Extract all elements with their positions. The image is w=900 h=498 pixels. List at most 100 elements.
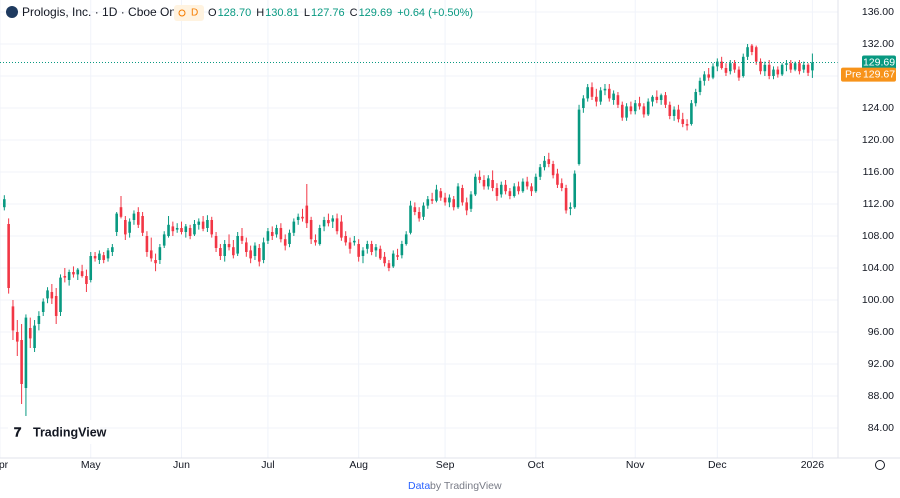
candle-body xyxy=(305,205,309,224)
candle-body xyxy=(413,207,417,212)
candle-body xyxy=(85,276,88,284)
candle-body xyxy=(275,228,278,235)
y-tick-label: 132.00 xyxy=(862,38,894,50)
candle-body xyxy=(149,250,153,259)
candle-body xyxy=(357,244,360,257)
ohlc-key: L xyxy=(304,7,310,19)
candle-body xyxy=(327,220,330,224)
y-tick-label: 92.00 xyxy=(868,358,894,370)
candle-body xyxy=(521,181,525,192)
candle-body xyxy=(582,98,585,108)
y-tick-label: 136.00 xyxy=(862,6,894,18)
candle-body xyxy=(197,221,201,225)
candle-body xyxy=(512,186,516,196)
logo: TradingView xyxy=(33,425,107,439)
candle-body xyxy=(504,184,507,192)
candle-body xyxy=(495,188,499,196)
candle-body xyxy=(366,244,369,249)
candle-body xyxy=(607,88,611,99)
candle-body xyxy=(322,220,326,227)
candle-body xyxy=(167,224,170,236)
candle-body xyxy=(750,45,754,52)
candle-body xyxy=(737,69,741,78)
candle-body xyxy=(59,277,62,312)
candle-body xyxy=(448,197,451,203)
axes: 84.00 88.00 92.00 96.00 100.00 104.00 108.00 11… xyxy=(0,6,896,471)
candle-body xyxy=(556,173,559,185)
settings-icon[interactable] xyxy=(875,460,885,470)
candle-body xyxy=(383,256,386,264)
candle-body xyxy=(223,244,227,256)
candle-body xyxy=(629,106,633,112)
candle-body xyxy=(711,66,715,78)
candle-body xyxy=(7,224,10,288)
ohlc-key: H xyxy=(256,7,264,19)
candle-body xyxy=(530,186,533,192)
candle-body xyxy=(677,109,680,120)
candle-body xyxy=(344,236,347,243)
candle-body xyxy=(128,221,131,233)
candle-body xyxy=(646,101,650,115)
candle-body xyxy=(620,104,624,118)
candle-body xyxy=(560,183,564,188)
candle-body xyxy=(547,159,551,164)
candle-body xyxy=(798,63,801,72)
x-tick-label: 2026 xyxy=(801,459,825,471)
candle-body xyxy=(301,216,304,219)
candle-body xyxy=(733,63,736,70)
x-tick-label: Jun xyxy=(173,459,190,471)
candle-body xyxy=(266,231,270,241)
candle-body xyxy=(46,290,49,299)
candle-body xyxy=(525,181,529,187)
candle-body xyxy=(785,63,788,65)
ohlc-value: 129.69 xyxy=(359,7,393,19)
candle-body xyxy=(538,167,542,177)
candle-body xyxy=(573,173,577,208)
candle-body xyxy=(435,189,438,201)
candle-body xyxy=(564,188,568,211)
candle-body xyxy=(400,244,404,256)
candle-body xyxy=(41,301,45,312)
candle-body xyxy=(214,236,218,248)
candle-body xyxy=(724,68,728,73)
candle-body xyxy=(452,199,456,208)
x-tick-label: Sep xyxy=(436,459,455,471)
candle-body xyxy=(37,316,41,324)
candle-body xyxy=(210,220,214,235)
candle-body xyxy=(430,199,434,201)
candle-body xyxy=(741,56,745,76)
candle-body xyxy=(806,64,810,73)
last-price-tag xyxy=(862,55,896,70)
candle-body xyxy=(54,296,58,316)
candle-body xyxy=(767,64,771,76)
candle-body xyxy=(119,207,123,217)
candle-body xyxy=(404,234,408,244)
candle-body xyxy=(465,202,468,211)
candle-body xyxy=(543,160,546,168)
candle-body xyxy=(698,80,702,92)
candle-body xyxy=(171,226,175,232)
candle-body xyxy=(616,95,620,105)
x-tick-label: Apr xyxy=(0,459,9,471)
candle-body xyxy=(439,191,443,198)
candle-body xyxy=(236,236,239,254)
candle-body xyxy=(703,74,706,81)
logo-mark: 𝟕 xyxy=(14,424,22,439)
footer-source[interactable]: Data xyxy=(408,480,430,492)
candle-body xyxy=(136,212,140,225)
candle-body xyxy=(508,191,512,196)
candle-body xyxy=(391,253,395,267)
candle-body xyxy=(754,47,758,62)
ohlc-value: 128.70 xyxy=(218,7,252,19)
candle-body xyxy=(668,104,672,116)
candle-body xyxy=(124,220,127,235)
candle-body xyxy=(422,205,425,217)
candle-body xyxy=(67,272,71,280)
candle-body xyxy=(102,255,106,260)
candle-body xyxy=(690,103,693,124)
candle-body xyxy=(789,63,793,70)
candle-body xyxy=(24,317,28,388)
candle-body xyxy=(707,74,710,78)
candle-body xyxy=(206,220,209,228)
candle-body xyxy=(361,250,365,256)
